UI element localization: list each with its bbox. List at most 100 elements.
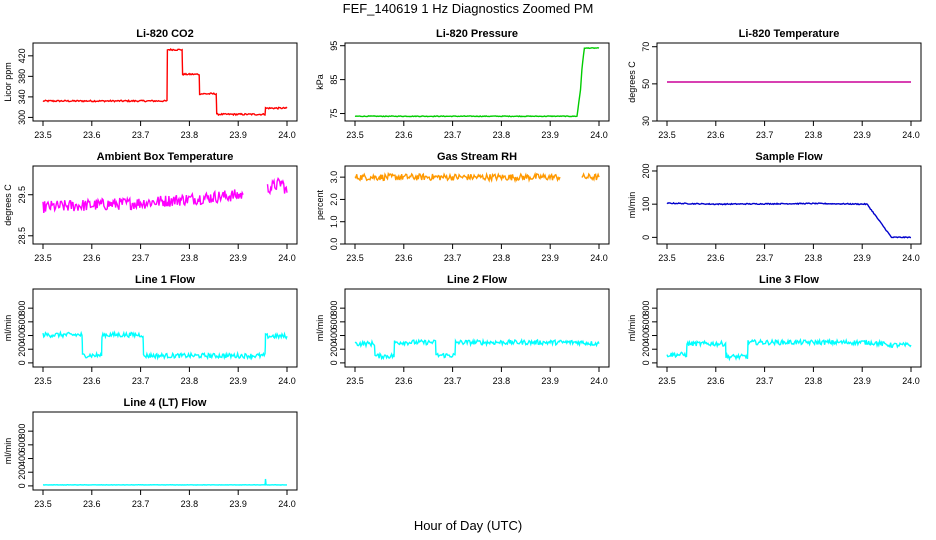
x-tick-label: 23.6 <box>707 130 725 140</box>
x-tick-label: 23.9 <box>541 253 559 263</box>
series-line <box>42 48 288 117</box>
x-tick-label: 23.8 <box>181 130 199 140</box>
x-tick-label: 23.8 <box>493 376 511 386</box>
x-tick-label: 23.9 <box>853 130 871 140</box>
x-tick-label: 24.0 <box>278 499 296 509</box>
y-tick-label: 420 <box>17 48 27 63</box>
plot-frame <box>32 288 298 368</box>
y-tick-label: 200 <box>17 465 27 480</box>
x-tick-label: 23.6 <box>83 499 101 509</box>
panel-9: Line 4 (LT) Flow ml/min 23.5 23.6 23.7 23.8 23… <box>3 397 298 509</box>
x-tick-label: 23.6 <box>83 130 101 140</box>
x-tick-label: 23.9 <box>229 130 247 140</box>
y-tick-label: 100 <box>641 197 651 212</box>
plot-frame <box>32 42 298 122</box>
x-tick-label: 23.7 <box>444 253 462 263</box>
y-tick-label: 300 <box>17 110 27 125</box>
y-tick-label: 200 <box>641 163 651 178</box>
panel-6: Line 1 Flow ml/min 23.5 23.6 23.7 23.8 23.9 24.… <box>3 274 298 386</box>
y-tick-label: 380 <box>17 69 27 84</box>
panel-title: Sample Flow <box>755 151 823 163</box>
y-axis-label: percent <box>315 189 325 220</box>
y-axis-label: ml/min <box>315 315 325 342</box>
x-tick-label: 23.9 <box>541 376 559 386</box>
x-tick-label: 23.6 <box>395 376 413 386</box>
y-tick-label: 3.0 <box>329 171 339 184</box>
series-line <box>581 172 600 182</box>
y-tick-label: 29.5 <box>17 186 27 204</box>
y-tick-label: 2.0 <box>329 193 339 206</box>
series-line <box>42 330 288 361</box>
y-axis-label: ml/min <box>3 315 13 342</box>
panel-title: Line 1 Flow <box>135 274 195 286</box>
y-tick-label: 0 <box>17 360 27 365</box>
y-tick-label: 400 <box>329 328 339 343</box>
y-tick-label: 200 <box>329 342 339 357</box>
x-axis-label: Hour of Day (UTC) <box>413 518 523 533</box>
figure-title: FEF_140619 1 Hz Diagnostics Zoomed PM <box>342 1 594 16</box>
x-tick-label: 23.7 <box>132 253 150 263</box>
x-tick-label: 24.0 <box>590 253 608 263</box>
x-tick-label: 23.5 <box>34 253 52 263</box>
panel-4: Gas Stream RH percent 23.5 23.6 23.7 23.8 23.9… <box>315 151 610 263</box>
x-tick-label: 23.5 <box>34 130 52 140</box>
x-tick-label: 23.9 <box>853 376 871 386</box>
y-axis-label: ml/min <box>627 192 637 219</box>
x-tick-label: 23.7 <box>756 253 774 263</box>
y-tick-label: 75 <box>329 109 339 119</box>
panel-title: Li-820 Pressure <box>436 28 518 40</box>
panel-0: Li-820 CO2 Licor ppm 23.5 23.6 23.7 23.8 23.9 2… <box>3 28 298 140</box>
x-tick-label: 23.7 <box>132 499 150 509</box>
x-tick-label: 23.7 <box>132 130 150 140</box>
plot-frame <box>344 165 610 245</box>
y-tick-label: 0 <box>641 360 651 365</box>
series-line <box>42 478 287 486</box>
panel-title: Li-820 Temperature <box>739 28 840 40</box>
plot-frame <box>344 42 610 122</box>
x-tick-label: 23.6 <box>83 253 101 263</box>
x-tick-label: 23.6 <box>395 253 413 263</box>
x-tick-label: 23.9 <box>229 376 247 386</box>
y-tick-label: 28.5 <box>17 227 27 245</box>
x-tick-label: 23.7 <box>132 376 150 386</box>
y-tick-label: 0 <box>641 235 651 240</box>
x-tick-label: 23.8 <box>181 253 199 263</box>
x-tick-label: 23.8 <box>493 253 511 263</box>
y-tick-label: 800 <box>17 301 27 316</box>
y-axis-label: degrees C <box>3 184 13 226</box>
x-tick-label: 23.5 <box>346 130 364 140</box>
panel-title: Ambient Box Temperature <box>97 151 234 163</box>
series-line <box>354 337 600 361</box>
panel-7: Line 2 Flow ml/min 23.5 23.6 23.7 23.8 23.9 24.… <box>315 274 610 386</box>
plot-frame <box>656 288 922 368</box>
x-tick-label: 23.6 <box>83 376 101 386</box>
y-tick-label: 400 <box>17 328 27 343</box>
series-line <box>354 171 561 184</box>
x-tick-label: 23.5 <box>34 376 52 386</box>
series-line <box>266 177 288 196</box>
y-tick-label: 600 <box>17 314 27 329</box>
y-tick-label: 600 <box>17 437 27 452</box>
y-axis-label: Licor ppm <box>3 62 13 102</box>
y-tick-label: 400 <box>17 451 27 466</box>
x-tick-label: 24.0 <box>278 376 296 386</box>
x-tick-label: 23.6 <box>707 253 725 263</box>
series-line <box>354 47 600 118</box>
y-tick-label: 200 <box>641 342 651 357</box>
plot-frame <box>656 165 922 245</box>
panel-title: Line 3 Flow <box>759 274 819 286</box>
x-tick-label: 23.5 <box>658 130 676 140</box>
x-tick-label: 24.0 <box>278 253 296 263</box>
y-tick-label: 0 <box>17 483 27 488</box>
y-tick-label: 600 <box>329 314 339 329</box>
x-tick-label: 24.0 <box>590 376 608 386</box>
x-tick-label: 23.8 <box>805 376 823 386</box>
y-tick-label: 800 <box>17 424 27 439</box>
x-tick-label: 23.6 <box>707 376 725 386</box>
y-tick-label: 0.0 <box>329 238 339 251</box>
y-tick-label: 1.0 <box>329 215 339 228</box>
x-tick-label: 24.0 <box>902 376 920 386</box>
panel-8: Line 3 Flow ml/min 23.5 23.6 23.7 23.8 23.9 24.… <box>627 274 922 386</box>
